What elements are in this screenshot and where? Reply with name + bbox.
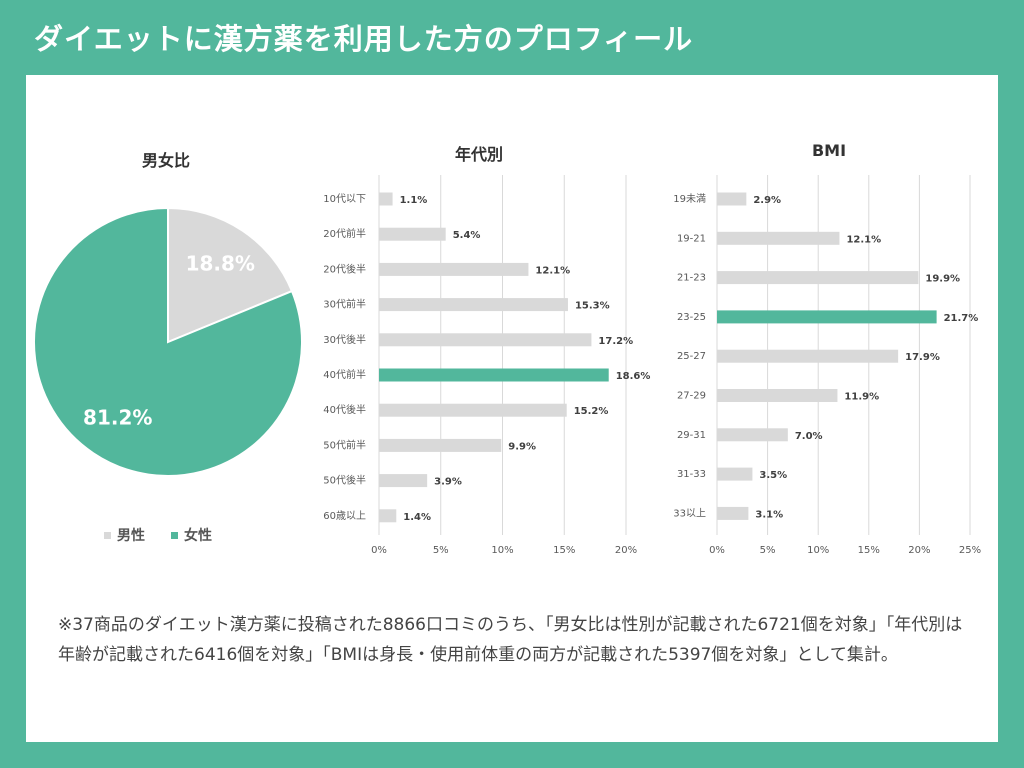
pie-legend: 男性 女性 xyxy=(104,525,212,545)
age-data-label: 1.1% xyxy=(400,195,428,206)
bmi-category-label: 23-25 xyxy=(677,312,706,323)
bmi-category-label: 25-27 xyxy=(677,351,706,362)
age-x-tick-label: 5% xyxy=(433,545,449,556)
age-data-label: 1.4% xyxy=(403,512,431,523)
pie-label-female: 81.2% xyxy=(83,406,152,430)
age-category-label: 30代後半 xyxy=(323,333,366,346)
bmi-bar xyxy=(717,231,840,245)
age-bar xyxy=(379,192,393,206)
age-category-label: 40代後半 xyxy=(323,403,366,416)
age-category-label: 50代前半 xyxy=(323,438,366,451)
age-category-label: 50代後半 xyxy=(323,474,366,487)
age-x-tick-label: 20% xyxy=(615,545,637,556)
bmi-x-tick-label: 5% xyxy=(760,545,776,556)
age-bar xyxy=(379,227,446,241)
age-x-tick-label: 15% xyxy=(553,545,575,556)
legend-swatch-female xyxy=(171,531,178,539)
bmi-bar xyxy=(717,192,747,206)
age-bar xyxy=(379,403,567,417)
bmi-data-label: 2.9% xyxy=(753,195,781,206)
age-data-label: 17.2% xyxy=(598,336,633,347)
bmi-x-tick-label: 25% xyxy=(959,545,981,556)
age-x-tick-label: 0% xyxy=(371,545,387,556)
age-bar-chart: 0% 5% 10% 15% 20% 10代以下 1.1% 20代前半 5.4% 20代後半 12.1… xyxy=(323,175,651,556)
age-chart-title: 年代別 xyxy=(454,145,503,164)
bmi-bar xyxy=(717,271,919,285)
age-bar xyxy=(379,298,568,312)
bmi-bar xyxy=(717,389,838,402)
legend-item-female: 女性 xyxy=(171,525,212,545)
legend-label-female: 女性 xyxy=(184,528,212,544)
content-panel: 男女比 18.8% 81.2% 男性 女性 年代別 0% 5% 10% 15% 20% 10… xyxy=(26,75,998,742)
page-title: ダイエットに漢方薬を利用した方のプロフィール xyxy=(34,22,694,56)
age-bar xyxy=(379,438,502,452)
bmi-data-label: 19.9% xyxy=(925,274,960,285)
legend-label-male: 男性 xyxy=(117,528,145,544)
bmi-bar-chart: 0% 5% 10% 15% 20% 25% 19未満 2.9% 19-21 12.1% 21-23 1… xyxy=(673,175,981,556)
age-data-label: 18.6% xyxy=(616,371,651,382)
bmi-category-label: 31-33 xyxy=(677,469,706,480)
age-data-label: 3.9% xyxy=(434,477,462,488)
pie-slice-female xyxy=(33,206,303,477)
bmi-data-label: 21.7% xyxy=(944,313,979,324)
age-data-label: 9.9% xyxy=(508,441,536,452)
age-category-label: 10代以下 xyxy=(323,193,366,205)
age-bar xyxy=(379,333,592,347)
footnote: ※37商品のダイエット漢方薬に投稿された8866口コミのうち、「男女比は性別が記… xyxy=(58,615,963,665)
legend-item-male: 男性 xyxy=(104,525,145,545)
bmi-x-tick-label: 10% xyxy=(807,545,829,556)
pie-label-male: 18.8% xyxy=(186,251,255,275)
age-data-label: 15.3% xyxy=(575,301,610,312)
bmi-x-tick-label: 0% xyxy=(709,545,725,556)
age-data-label: 15.2% xyxy=(574,406,609,417)
bmi-bar xyxy=(717,506,749,520)
bmi-category-label: 29-31 xyxy=(677,430,706,441)
bmi-x-tick-label: 15% xyxy=(858,545,880,556)
bmi-bar xyxy=(717,467,753,481)
bmi-data-label: 3.5% xyxy=(759,470,787,481)
bmi-data-label: 17.9% xyxy=(905,352,940,363)
age-category-label: 20代前半 xyxy=(323,227,366,240)
bmi-x-tick-label: 20% xyxy=(908,545,930,556)
age-category-label: 40代前半 xyxy=(323,368,366,381)
age-category-label: 20代後半 xyxy=(323,262,366,275)
bmi-data-label: 12.1% xyxy=(846,234,881,245)
pie-slice-male xyxy=(167,206,294,344)
age-category-label: 60歳以上 xyxy=(323,510,366,522)
bmi-category-label: 19-21 xyxy=(677,233,706,244)
bmi-bar xyxy=(717,310,937,324)
gender-pie-chart: 18.8% 81.2% xyxy=(33,206,303,477)
bmi-data-label: 3.1% xyxy=(755,509,783,520)
age-bar xyxy=(379,474,428,488)
bmi-category-label: 33以上 xyxy=(673,507,706,519)
legend-swatch-male xyxy=(104,531,111,539)
age-bar xyxy=(379,368,609,382)
age-category-label: 30代前半 xyxy=(323,298,366,311)
age-data-label: 12.1% xyxy=(535,265,570,276)
bmi-bar xyxy=(717,428,788,442)
age-x-tick-label: 10% xyxy=(491,545,513,556)
age-data-label: 5.4% xyxy=(453,230,481,241)
age-bar xyxy=(379,509,397,523)
bmi-data-label: 11.9% xyxy=(844,392,879,403)
bmi-category-label: 19未満 xyxy=(673,193,706,205)
bmi-category-label: 27-29 xyxy=(677,391,706,402)
bmi-bar xyxy=(717,349,899,363)
bmi-data-label: 7.0% xyxy=(795,431,823,442)
bmi-category-label: 21-23 xyxy=(677,273,706,284)
pie-chart-title: 男女比 xyxy=(141,151,190,170)
age-bar xyxy=(379,262,529,276)
bmi-chart-title: BMI xyxy=(811,141,847,160)
